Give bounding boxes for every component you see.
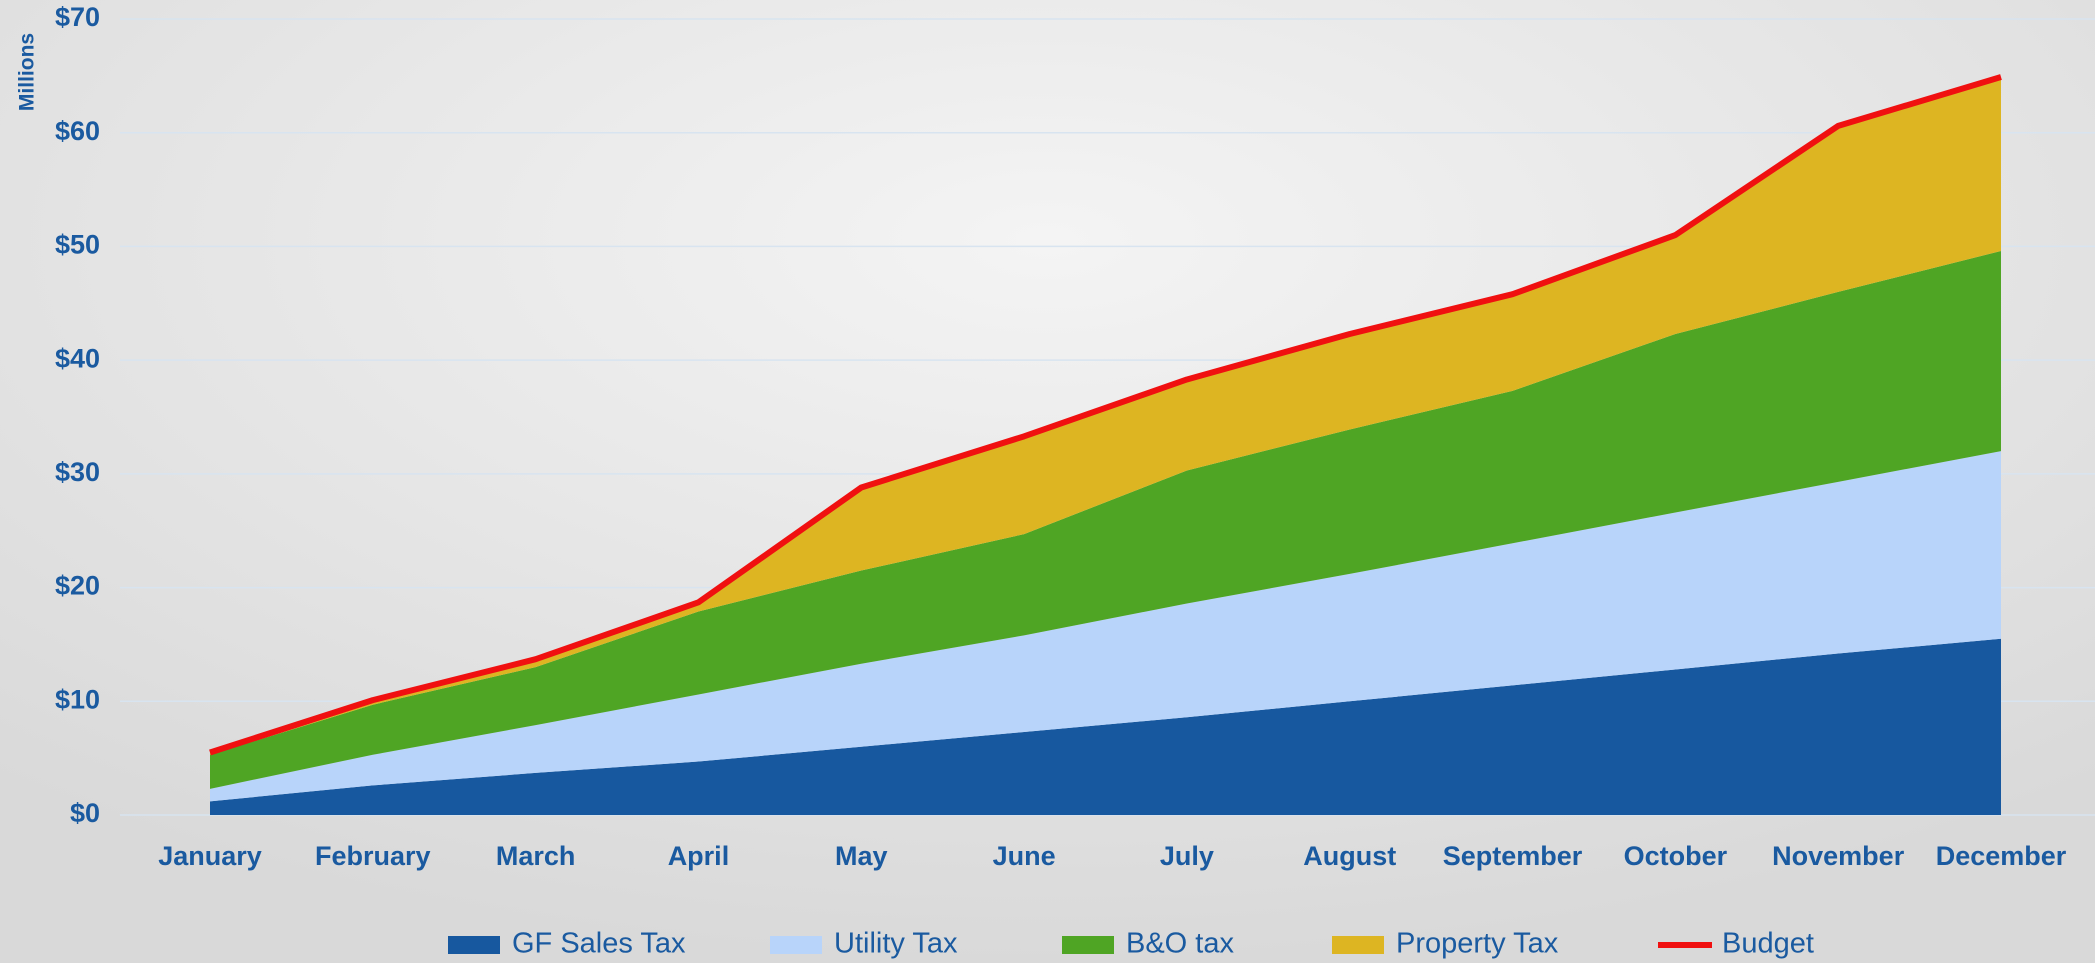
y-tick-label: $50 [55,230,100,260]
legend-swatch [448,936,500,954]
x-tick-label: November [1772,841,1905,871]
y-tick-label: $60 [55,116,100,146]
y-axis-label: Millions [16,33,39,111]
y-tick-label: $40 [55,343,100,373]
y-tick-label: $20 [55,571,100,601]
x-tick-label: October [1624,841,1728,871]
x-tick-label: September [1443,841,1583,871]
x-tick-label: April [668,841,730,871]
x-tick-label: August [1303,841,1396,871]
legend-swatch [1062,936,1114,954]
legend-label: GF Sales Tax [512,928,686,960]
x-tick-label: February [315,841,431,871]
legend-swatch [1332,936,1384,954]
area [210,638,2001,815]
x-tick-label: December [1936,841,2067,871]
legend-swatch [770,936,822,954]
area [210,76,2001,755]
area [210,451,2001,802]
legend-label: Utility Tax [834,928,958,960]
x-tick-label: January [158,841,262,871]
y-tick-label: $0 [70,798,100,828]
legend-label: B&O tax [1126,928,1234,960]
x-tick-label: June [993,841,1056,871]
x-tick-label: July [1160,841,1214,871]
legend-label: Property Tax [1396,928,1559,960]
y-tick-label: $30 [55,457,100,487]
legend-label: Budget [1722,928,1814,960]
budget-line [209,74,2002,756]
x-tick-label: March [496,841,576,871]
y-tick-label: $10 [55,684,100,714]
area [210,250,2001,789]
x-tick-label: May [835,841,888,871]
y-tick-label: $70 [55,2,100,32]
